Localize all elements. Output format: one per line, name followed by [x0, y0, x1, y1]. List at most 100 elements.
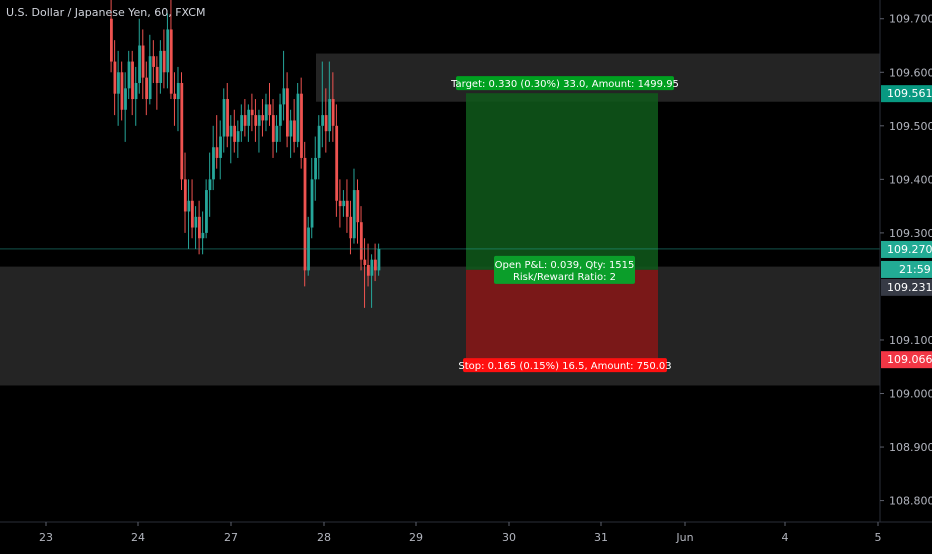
candle-body — [208, 179, 212, 191]
candle-body — [233, 125, 236, 142]
position-labels: Target: 0.330 (0.30%) 33.0, Amount: 1499… — [450, 76, 679, 373]
price-badge-text: 109.066 — [887, 353, 932, 366]
target-label-bg — [456, 76, 674, 91]
time-tick-label: 31 — [594, 531, 608, 544]
lower-zone — [0, 266, 880, 386]
time-tick-label: 27 — [224, 531, 238, 544]
stop-label-text: Stop: 0.165 (0.15%) 16.5, Amount: 750.03 — [458, 361, 671, 372]
price-badge: 109.231 — [881, 278, 932, 296]
candle-body — [257, 115, 261, 126]
candle-body — [205, 190, 208, 233]
candle-body — [324, 115, 328, 132]
candle-body — [352, 190, 356, 239]
time-tick-label: Jun — [675, 531, 693, 544]
candle-body — [110, 18, 113, 62]
candle-body — [363, 259, 367, 266]
candle-body — [338, 200, 342, 207]
price-tick-label: 109.100 — [889, 334, 932, 347]
candle-body — [328, 99, 332, 132]
target-label: Target: 0.330 (0.30%) 33.0, Amount: 1499… — [450, 76, 679, 91]
candle-body — [215, 147, 219, 158]
price-tick-label: 109.600 — [889, 66, 932, 79]
candle-body — [166, 29, 170, 73]
candle-body — [120, 72, 124, 110]
time-tick-label: 29 — [409, 531, 423, 544]
candle-body — [300, 93, 303, 158]
candle-body — [370, 259, 374, 276]
price-tick-label: 109.400 — [889, 173, 932, 186]
price-badge-bg — [881, 240, 932, 258]
candle-body — [317, 125, 321, 158]
candle-body — [187, 200, 191, 212]
target-label-text: Target: 0.330 (0.30%) 33.0, Amount: 1499… — [450, 79, 679, 90]
pnl-label-bg — [494, 255, 635, 284]
candle-body — [275, 125, 279, 142]
candle-body — [127, 61, 131, 89]
candle-body — [331, 99, 335, 126]
price-tick-label: 108.800 — [889, 495, 932, 508]
price-badge-bg — [881, 85, 932, 103]
candle-body — [289, 120, 293, 137]
candle-body — [303, 157, 307, 271]
candle-body — [141, 45, 145, 78]
pnl-label-text: Open P&L: 0.039, Qty: 1515 — [495, 260, 635, 271]
candle-body — [162, 50, 166, 73]
candle-body — [314, 157, 317, 180]
candle-body — [282, 88, 286, 105]
time-tick-label: 5 — [875, 531, 882, 544]
candle-body — [254, 115, 258, 126]
stop-label: Stop: 0.165 (0.15%) 16.5, Amount: 750.03 — [458, 358, 672, 373]
price-tick-label: 109.500 — [889, 120, 932, 133]
candle-body — [134, 82, 138, 100]
candle-body — [296, 93, 300, 142]
time-tick-label: 30 — [502, 531, 516, 544]
candle-body — [374, 259, 377, 271]
candle-body — [219, 136, 222, 158]
candle-body — [176, 82, 180, 100]
candle-body — [240, 115, 244, 132]
candle-body — [236, 131, 240, 142]
candle-body — [148, 56, 152, 100]
price-badge-bg — [881, 260, 932, 278]
loss-zone — [466, 269, 658, 359]
candle-body — [342, 200, 346, 207]
candle-body — [212, 147, 215, 180]
candle-body — [366, 265, 370, 276]
position-tool[interactable] — [466, 93, 658, 359]
price-badge: 109.270 — [881, 240, 932, 258]
price-badge: 109.066 — [881, 351, 932, 369]
candle-body — [131, 61, 134, 100]
candle-body — [198, 216, 201, 239]
candle-body — [286, 88, 289, 137]
candle-body — [321, 115, 324, 126]
candle-body — [190, 200, 194, 228]
time-tick-label: 23 — [39, 531, 53, 544]
candle-body — [278, 104, 282, 126]
price-tick-label: 108.900 — [889, 441, 932, 454]
chart-title: U.S. Dollar / Japanese Yen, 60, FXCM — [6, 6, 206, 19]
time-tick-label: 24 — [131, 531, 145, 544]
profit-zone — [466, 93, 658, 270]
candle-body — [335, 125, 339, 201]
candle-body — [377, 248, 381, 271]
candle-body — [349, 216, 353, 239]
candle-body — [359, 222, 363, 260]
price-tick-label: 109.000 — [889, 388, 932, 401]
candle-body — [261, 115, 265, 121]
candle-body — [159, 50, 163, 83]
candle-body — [250, 109, 254, 116]
price-badge-text: 21:59 — [899, 263, 931, 276]
candle-body — [345, 200, 349, 217]
candle-body — [247, 109, 251, 126]
candle-body — [138, 45, 141, 83]
price-badge: 109.561 — [881, 85, 932, 103]
rr-label-text: Risk/Reward Ratio: 2 — [513, 272, 616, 283]
price-badge-text: 109.561 — [887, 87, 932, 100]
candle-body — [293, 120, 296, 142]
candle-body — [222, 99, 226, 137]
candle-body — [264, 104, 268, 121]
price-badge-text: 109.270 — [887, 243, 932, 256]
